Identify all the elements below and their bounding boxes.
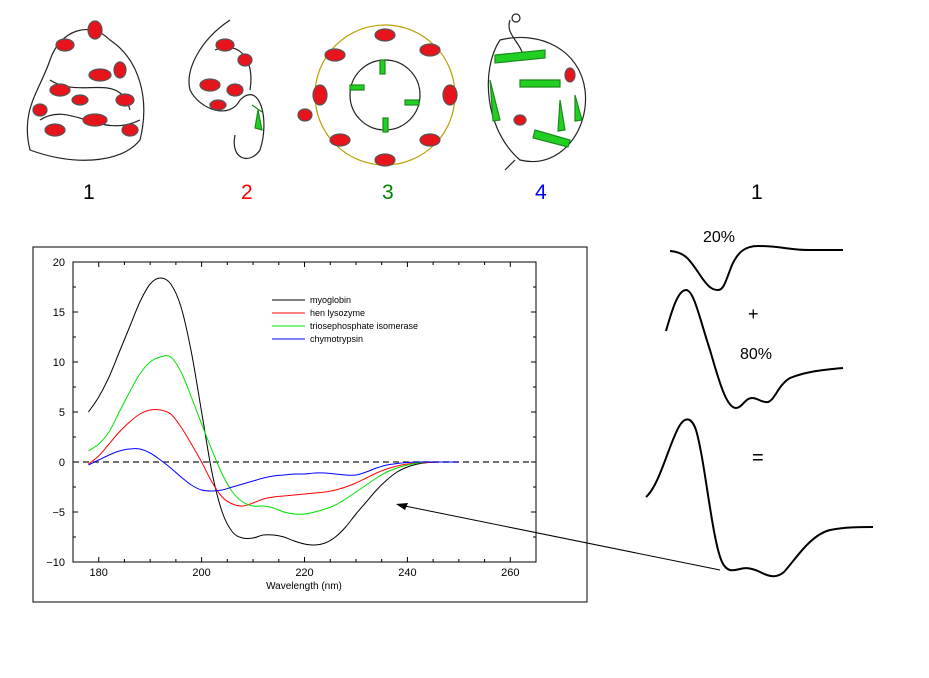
y-tick-label: 0 — [59, 457, 65, 469]
x-tick-label: 180 — [90, 567, 108, 579]
structure-label-text: 1 — [751, 181, 763, 204]
fraction-20: 20% — [703, 229, 736, 246]
sketch-curve-20pct — [669, 244, 843, 292]
x-tick-label: 220 — [295, 567, 313, 579]
structure-label-5: 1 — [751, 181, 763, 205]
structure-label-2: 2 — [241, 181, 253, 205]
y-tick-label: 15 — [53, 307, 65, 319]
x-tick-label: 260 — [501, 567, 519, 579]
structure-label-text: 1 — [83, 181, 95, 204]
legend-label: myoglobin — [310, 295, 351, 305]
structure-label-text: 3 — [382, 181, 394, 204]
structure-label-4: 4 — [535, 181, 547, 205]
series-line-chymotrypsin — [88, 448, 459, 492]
x-axis-label: Wavelength (nm) — [266, 581, 342, 592]
structure-label-3: 3 — [382, 181, 394, 205]
y-tick-label: 20 — [53, 257, 65, 269]
structure-label-text: 2 — [241, 181, 253, 204]
y-tick-label: 10 — [53, 357, 65, 369]
equals-sign: = — [752, 447, 764, 469]
sketch-curve-80pct — [665, 288, 844, 410]
legend-label: triosephosphate isomerase — [310, 321, 418, 331]
protein-structures — [26, 13, 587, 171]
chart-frame — [32, 246, 588, 603]
y-tick-label: 5 — [59, 407, 65, 419]
protein-structure-2 — [188, 19, 265, 159]
arrow-head-icon — [396, 503, 408, 510]
x-tick-label: 240 — [398, 567, 416, 579]
protein-structure-4 — [487, 13, 587, 171]
x-tick-label: 200 — [192, 567, 210, 579]
fraction-80: 80% — [740, 346, 773, 363]
y-tick-label: −10 — [46, 557, 65, 569]
sketch-curve-sum — [645, 418, 874, 578]
y-tick-label: −5 — [52, 507, 65, 519]
structure-label-text: 4 — [535, 181, 547, 204]
legend-label: chymotrypsin — [310, 334, 363, 344]
protein-structure-3 — [297, 24, 458, 167]
series-line-triosephosphate-isomerase — [88, 355, 459, 515]
series-line-hen-lysozyme — [88, 408, 459, 507]
structure-label-1: 1 — [83, 181, 95, 205]
legend-label: hen lysozyme — [310, 308, 365, 318]
protein-structure-1 — [26, 20, 145, 161]
annotation-arrow — [399, 504, 721, 571]
plus-sign: + — [748, 304, 759, 324]
series-line-myoglobin — [88, 277, 459, 546]
